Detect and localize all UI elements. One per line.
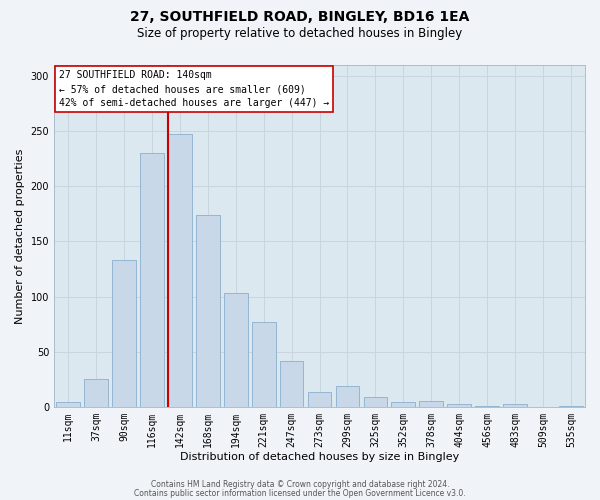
Bar — [503, 404, 527, 407]
Bar — [448, 404, 471, 407]
Bar — [56, 402, 80, 407]
Bar — [84, 380, 108, 407]
Y-axis label: Number of detached properties: Number of detached properties — [15, 148, 25, 324]
Bar — [112, 260, 136, 407]
Text: Contains HM Land Registry data © Crown copyright and database right 2024.: Contains HM Land Registry data © Crown c… — [151, 480, 449, 489]
X-axis label: Distribution of detached houses by size in Bingley: Distribution of detached houses by size … — [180, 452, 459, 462]
Bar — [364, 397, 387, 407]
Bar — [196, 215, 220, 407]
Bar — [335, 386, 359, 407]
Bar — [140, 153, 164, 407]
Bar — [419, 402, 443, 407]
Bar — [308, 392, 331, 407]
Bar — [475, 406, 499, 407]
Bar — [224, 294, 248, 407]
Bar — [252, 322, 275, 407]
Text: 27, SOUTHFIELD ROAD, BINGLEY, BD16 1EA: 27, SOUTHFIELD ROAD, BINGLEY, BD16 1EA — [130, 10, 470, 24]
Bar — [168, 134, 191, 407]
Text: Contains public sector information licensed under the Open Government Licence v3: Contains public sector information licen… — [134, 488, 466, 498]
Text: 27 SOUTHFIELD ROAD: 140sqm
← 57% of detached houses are smaller (609)
42% of sem: 27 SOUTHFIELD ROAD: 140sqm ← 57% of deta… — [59, 70, 329, 108]
Bar — [280, 360, 304, 407]
Text: Size of property relative to detached houses in Bingley: Size of property relative to detached ho… — [137, 28, 463, 40]
Bar — [559, 406, 583, 407]
Bar — [391, 402, 415, 407]
